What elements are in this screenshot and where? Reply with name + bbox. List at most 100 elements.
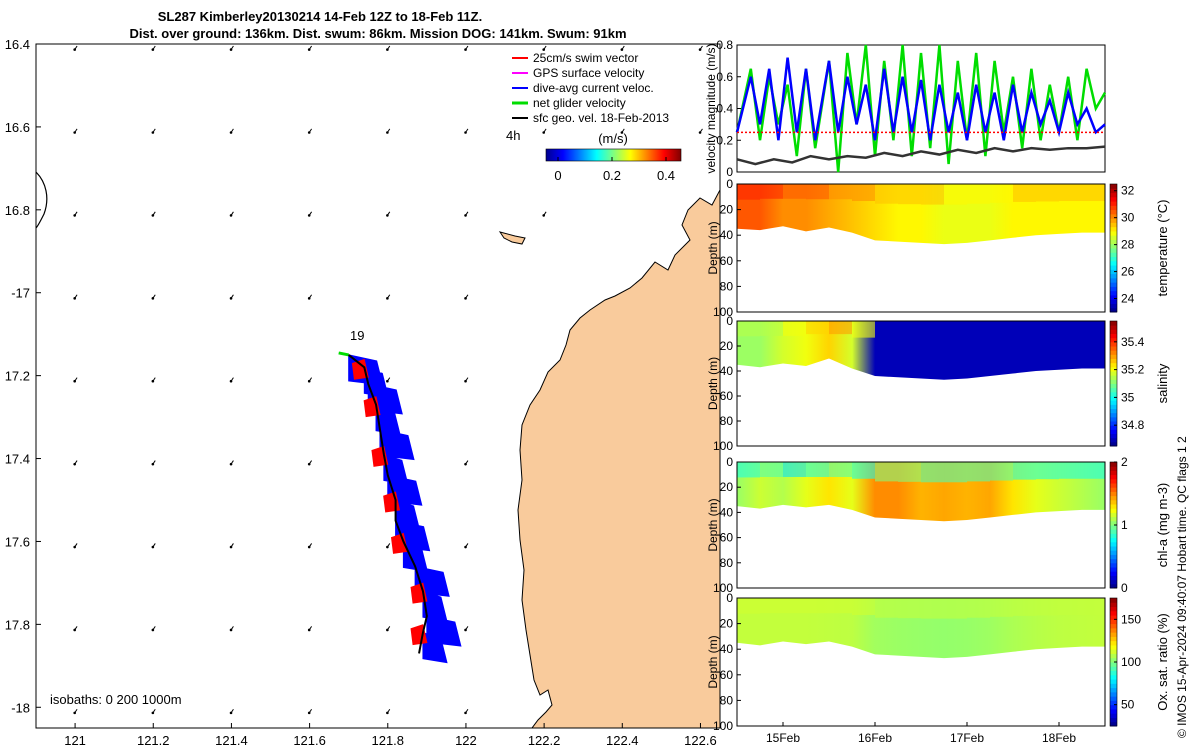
- salinity-panel: 0 20 40 60 80 100 Depth (m) 34.8 35 35.2 35.4 salin…: [706, 314, 1170, 453]
- geo-vector-head: [73, 628, 76, 632]
- colorbar-cell: [1110, 366, 1117, 372]
- colorbar-tick-label: 0.4: [657, 168, 675, 183]
- colorbar-cell: [1110, 412, 1117, 418]
- surface-cell: [760, 462, 783, 477]
- title-line-2: Dist. over ground: 136km. Dist. swum: 86…: [129, 26, 626, 41]
- colorbar-tick-label: 26: [1121, 265, 1135, 279]
- colorbar-tick-label: 35: [1121, 390, 1135, 404]
- colorbar-cell: [1110, 512, 1117, 518]
- map-x-tick-label: 121.6: [293, 733, 326, 748]
- colorbar-cell: [1110, 252, 1117, 258]
- legend-label: GPS surface velocity: [533, 66, 644, 80]
- map-x-tick-label: 122: [455, 733, 477, 748]
- legend-label: dive-avg current veloc.: [533, 81, 654, 95]
- colorbar-tick-label: 0: [554, 168, 561, 183]
- surface-cell: [990, 598, 1013, 617]
- colorbar-cell: [1110, 462, 1117, 467]
- colorbar-cell: [1110, 649, 1117, 654]
- geo-vector-head: [464, 628, 467, 632]
- geo-vector-head: [151, 48, 155, 51]
- colorbar-cell: [1110, 269, 1117, 275]
- colorbar-cell: [1110, 598, 1117, 603]
- map-y-tick-label: 16.4: [5, 37, 30, 52]
- surface-cell: [967, 184, 990, 204]
- geo-vector-head: [307, 297, 311, 300]
- colorbar-gradient: [545, 148, 682, 162]
- colorbar-cell: [1110, 222, 1117, 228]
- geo-vector-head: [386, 131, 389, 134]
- surface-cell: [990, 321, 1013, 340]
- map-y-tick-label: -18: [11, 700, 30, 715]
- panel-frame: [736, 461, 1106, 589]
- map-x-tick-label: 122.2: [528, 733, 561, 748]
- y-axis-label: Depth (m): [706, 221, 720, 274]
- geo-vector-head: [464, 48, 467, 51]
- colorbar-label: chl-a (mg m-3): [1155, 483, 1170, 568]
- geo-vector-head: [464, 379, 467, 383]
- current-vector-swath: [348, 354, 462, 664]
- surface-cell: [737, 321, 760, 337]
- geo-vector-head: [464, 214, 467, 217]
- y-axis-label: Depth (m): [706, 357, 720, 410]
- y-tick-label: 0: [726, 455, 733, 469]
- colorbar-cell: [1110, 277, 1117, 283]
- colorbar-cell: [1110, 516, 1117, 522]
- y-tick-label: 100: [713, 439, 733, 453]
- surface-cell: [760, 598, 783, 614]
- geo-vector-head: [386, 379, 389, 383]
- map-x-tick-label: 121.4: [215, 733, 248, 748]
- colorbar-cell: [1110, 721, 1117, 727]
- net-velocity-vector: [338, 351, 349, 357]
- colorbar-cell: [1110, 235, 1117, 240]
- colorbar-cell: [1110, 537, 1117, 543]
- temperature-panel: 0 20 40 60 80 100 Depth (m) 24 26 28 30 32 temperatu…: [706, 177, 1170, 319]
- geo-vector-head: [229, 131, 233, 134]
- surface-cell: [944, 321, 967, 342]
- geo-vector-head: [229, 711, 233, 715]
- colorbar-cell: [1110, 474, 1117, 480]
- colorbar-cell: [1110, 610, 1117, 616]
- x-tick-label: 16Feb: [858, 731, 892, 745]
- colorbar-cell: [1110, 209, 1117, 215]
- map-x-tick-label: 122.4: [606, 733, 639, 748]
- surface-cell: [875, 598, 898, 618]
- colorbar-cell: [1110, 466, 1117, 471]
- colorbar-cell: [1110, 260, 1117, 266]
- legend-label: sfc geo. vel. 18-Feb-2013: [533, 111, 669, 125]
- geo-vector-head: [151, 545, 155, 549]
- colorbar-cell: [1110, 602, 1117, 608]
- colorbar-cell: [1110, 666, 1117, 672]
- surface-cell: [1036, 598, 1059, 616]
- surface-cell: [944, 462, 967, 483]
- y-tick-label: 80: [720, 414, 734, 428]
- colorbar-cell: [1110, 358, 1117, 364]
- colorbar-cell: [1110, 213, 1117, 219]
- surface-cell: [1082, 184, 1105, 202]
- colorbar-cell: [1110, 265, 1117, 270]
- colorbar-cell: [1110, 499, 1117, 505]
- surface-cell: [1013, 462, 1036, 480]
- y-tick-label: 0: [726, 165, 733, 179]
- geo-vector-head: [73, 711, 76, 715]
- colorbar-cell: [1110, 525, 1117, 530]
- y-tick-label: 40: [720, 642, 734, 656]
- colorbar-cell: [1110, 408, 1117, 414]
- colorbar-cell: [1110, 696, 1117, 701]
- geo-vector-head: [229, 214, 233, 217]
- geo-vector-head: [542, 131, 546, 134]
- y-tick-label: 0: [726, 591, 733, 605]
- colorbar-cell: [1110, 404, 1117, 409]
- geo-vector-head: [464, 711, 467, 715]
- surface-cell: [806, 462, 829, 477]
- map-y-tick-label: 17.4: [5, 452, 30, 467]
- figure-title: SL287 Kimberley20130214 14-Feb 12Z to 18…: [129, 9, 626, 41]
- colorbar-tick-label: 30: [1121, 211, 1135, 225]
- x-tick-label: 17Feb: [950, 731, 984, 745]
- colorbar-frame: [1109, 183, 1118, 313]
- surface-cell: [1013, 184, 1036, 202]
- colorbar-cell: [1110, 337, 1117, 343]
- map-y-tick-label: 17.8: [5, 617, 30, 632]
- geo-vector-head: [151, 711, 155, 715]
